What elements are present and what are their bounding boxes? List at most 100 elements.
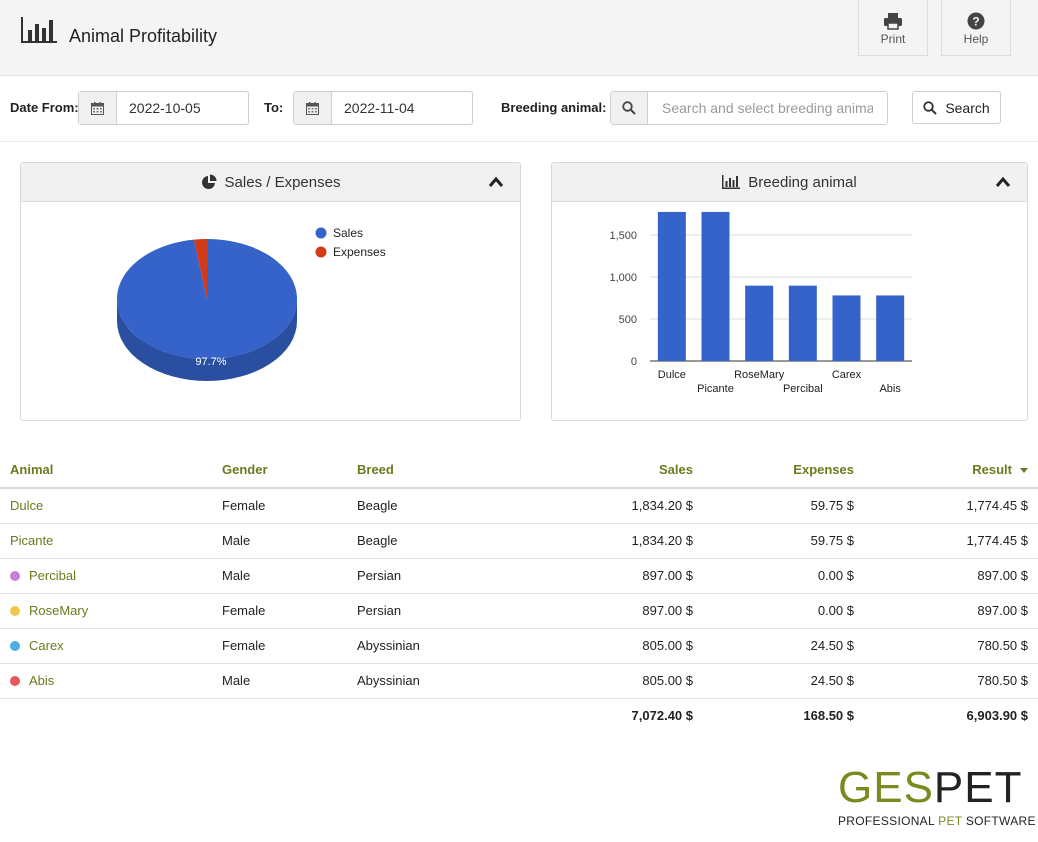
col-breed[interactable]: Breed: [347, 452, 537, 489]
col-gender[interactable]: Gender: [212, 452, 347, 489]
sales-expenses-pie-chart: 97.7% Sales Expenses: [117, 226, 386, 381]
table-row[interactable]: Carex Female Abyssinian 805.00 $24.50 $780.…: [0, 628, 1038, 664]
date-from-label: Date From:: [10, 100, 79, 115]
logo-wordmark: GESPET: [838, 763, 1023, 812]
sales-expenses-header: Sales / Expenses: [21, 163, 520, 202]
breeding-animal-title: Breeding animal: [748, 173, 857, 191]
animal-name-cell[interactable]: Dulce: [0, 488, 212, 524]
breeding-animal-panel: Breeding animal 0 500 1,000 1,500 Dulce Pican…: [551, 162, 1028, 421]
chevron-up-icon[interactable]: [488, 175, 504, 189]
col-animal[interactable]: Animal: [0, 452, 212, 489]
pie-slice-expenses: [193, 239, 207, 299]
legend-label-expenses: Expenses: [333, 245, 386, 259]
table-header-row: Animal Gender Breed Sales Expenses Resul…: [0, 452, 1038, 489]
print-button[interactable]: Print: [858, 0, 928, 56]
animal-name-cell[interactable]: Picante: [0, 523, 212, 559]
sales-cell: 1,834.20 $: [537, 523, 703, 559]
y-tick-label: 0: [631, 356, 637, 368]
result-cell: 1,774.45 $: [864, 488, 1038, 524]
printer-icon: [884, 13, 902, 30]
calendar-icon[interactable]: [294, 92, 332, 124]
breed-cell: Persian: [347, 558, 537, 594]
table-row[interactable]: Picante Male Beagle 1,834.20 $59.75 $1,774.…: [0, 523, 1038, 559]
filter-bar: Date From: 2022-10-05 To: 2022-11-04 Bre…: [0, 76, 1038, 142]
bar-chart-icon: [21, 17, 57, 43]
total-sales-cell: 7,072.40 $: [631, 708, 693, 724]
animal-name-cell[interactable]: Percibal: [0, 558, 212, 594]
total-expenses-cell: 168.50 $: [803, 708, 854, 724]
animal-name-cell[interactable]: Carex: [0, 628, 212, 664]
bar-dulce: [657, 211, 686, 361]
col-result[interactable]: Result: [864, 452, 1038, 489]
y-tick-label: 1,000: [609, 272, 637, 284]
breed-cell: Abyssinian: [347, 663, 537, 699]
sales-cell: 805.00 $: [537, 628, 703, 664]
date-from-value[interactable]: 2022-10-05: [129, 100, 201, 116]
search-button[interactable]: Search: [912, 91, 1001, 124]
table-row[interactable]: RoseMary Female Persian 897.00 $0.00 $897.0…: [0, 593, 1038, 629]
breed-cell: Beagle: [347, 523, 537, 559]
col-expenses[interactable]: Expenses: [703, 452, 864, 489]
sales-expenses-title: Sales / Expenses: [224, 173, 341, 191]
search-icon: [611, 92, 648, 124]
pie-chart-icon: [201, 174, 217, 189]
total-result-cell: 6,903.90 $: [966, 708, 1028, 724]
gespet-logo: GESPET PROFESSIONAL PET SOFTWARE: [838, 763, 1036, 829]
date-from-field[interactable]: 2022-10-05: [78, 91, 249, 125]
animal-name-cell[interactable]: Abis: [0, 663, 212, 699]
sales-cell: 1,834.20 $: [537, 488, 703, 524]
chevron-up-icon[interactable]: [995, 175, 1011, 189]
question-circle-icon: ?: [967, 12, 985, 30]
gender-cell: Female: [212, 488, 347, 524]
totals-row: 7,072.40 $ 168.50 $ 6,903.90 $: [0, 698, 1038, 733]
breed-cell: Persian: [347, 593, 537, 629]
x-tick-label: Percibal: [783, 383, 823, 395]
animal-color-dot: [10, 676, 20, 686]
empty-cell: [0, 698, 212, 733]
sort-desc-icon: [1020, 468, 1028, 473]
bar-abis: [876, 295, 905, 361]
expenses-cell: 0.00 $: [703, 593, 864, 629]
breeding-animal-search[interactable]: [610, 91, 888, 125]
result-cell: 897.00 $: [864, 558, 1038, 594]
gender-cell: Male: [212, 558, 347, 594]
table-row[interactable]: Abis Male Abyssinian 805.00 $24.50 $780.50 …: [0, 663, 1038, 699]
calendar-icon[interactable]: [79, 92, 117, 124]
gender-cell: Female: [212, 628, 347, 664]
pie-data-label: 97.7%: [195, 356, 226, 368]
pie-slice-sales-side: [117, 299, 297, 381]
animal-color-dot: [10, 606, 20, 616]
legend-marker-expenses: [315, 246, 327, 258]
print-label: Print: [880, 32, 906, 46]
table-row[interactable]: Dulce Female Beagle 1,834.20 $59.75 $1,774.…: [0, 488, 1038, 524]
breeding-animal-input[interactable]: [648, 92, 887, 124]
x-tick-label: Carex: [832, 369, 862, 381]
header-bar: Animal Profitability Print ? Help: [0, 0, 1038, 76]
page-title: Animal Profitability: [69, 26, 218, 46]
result-cell: 780.50 $: [864, 628, 1038, 664]
sales-cell: 805.00 $: [537, 663, 703, 699]
result-cell: 1,774.45 $: [864, 523, 1038, 559]
expenses-cell: 59.75 $: [703, 523, 864, 559]
col-result-label: Result: [972, 462, 1012, 477]
table-row[interactable]: Percibal Male Persian 897.00 $0.00 $897.00 …: [0, 558, 1038, 594]
x-tick-label: Picante: [697, 383, 734, 395]
bar-percibal: [788, 285, 817, 361]
x-tick-label: Abis: [879, 383, 901, 395]
breed-cell: Abyssinian: [347, 628, 537, 664]
sales-cell: 897.00 $: [537, 558, 703, 594]
bar-chart-icon: [722, 175, 741, 189]
animal-name-cell[interactable]: RoseMary: [0, 593, 212, 629]
result-cell: 780.50 $: [864, 663, 1038, 699]
pie-slice-sales: [117, 239, 298, 359]
logo-tagline: PROFESSIONAL PET SOFTWARE: [838, 814, 1036, 828]
breeding-animal-label: Breeding animal:: [501, 100, 607, 115]
col-sales[interactable]: Sales: [537, 452, 703, 489]
expenses-cell: 0.00 $: [703, 558, 864, 594]
search-icon: [923, 100, 938, 115]
help-button[interactable]: ? Help: [941, 0, 1011, 56]
legend-marker-sales: [315, 227, 327, 239]
date-to-value[interactable]: 2022-11-04: [344, 100, 415, 116]
bar-rosemary: [745, 285, 774, 361]
date-to-field[interactable]: 2022-11-04: [293, 91, 473, 125]
